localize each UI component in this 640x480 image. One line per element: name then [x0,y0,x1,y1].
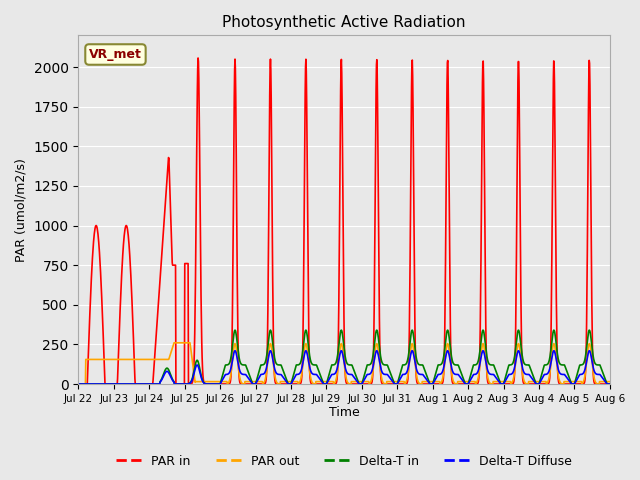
Delta-T in [606,381,614,387]
Delta-T in [231,327,239,333]
PAR out [543,380,551,386]
Delta-T Diffuse [497,380,504,386]
PAR out [606,379,614,384]
Legend: PAR in, PAR out, Delta-T in, Delta-T Diffuse: PAR in, PAR out, Delta-T in, Delta-T Dif… [111,450,577,472]
PAR out [171,340,179,346]
Line: PAR out: PAR out [79,343,610,384]
Title: Photosynthetic Active Radiation: Photosynthetic Active Radiation [222,15,466,30]
Delta-T Diffuse [427,381,435,387]
Delta-T in [75,381,83,387]
Line: Delta-T in: Delta-T in [79,330,610,384]
Delta-T Diffuse [180,381,188,387]
PAR out [497,379,504,384]
Line: PAR in: PAR in [79,58,610,384]
Line: Delta-T Diffuse: Delta-T Diffuse [79,351,610,384]
PAR in [75,381,83,387]
Delta-T in [180,381,188,387]
PAR in [427,381,435,387]
PAR in [253,381,260,387]
Delta-T Diffuse [606,381,614,387]
PAR in [194,55,202,61]
X-axis label: Time: Time [329,407,360,420]
Y-axis label: PAR (umol/m2/s): PAR (umol/m2/s) [15,158,28,262]
Delta-T Diffuse [75,381,83,387]
PAR in [193,161,200,167]
Delta-T Diffuse [231,348,239,354]
PAR in [606,381,614,387]
PAR in [180,381,188,387]
PAR out [193,379,201,384]
Delta-T in [543,361,551,367]
Delta-T Diffuse [543,371,551,377]
PAR in [497,381,504,387]
PAR out [427,379,435,384]
Text: VR_met: VR_met [89,48,142,61]
Delta-T Diffuse [193,362,200,368]
Delta-T in [193,358,200,363]
Delta-T Diffuse [253,380,260,385]
PAR out [253,379,260,384]
PAR out [180,340,188,346]
Delta-T in [253,378,260,384]
Delta-T in [497,380,504,385]
PAR in [543,381,551,387]
Delta-T in [427,381,435,387]
PAR out [75,381,83,387]
